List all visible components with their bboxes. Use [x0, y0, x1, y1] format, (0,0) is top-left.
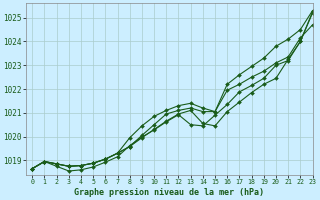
- X-axis label: Graphe pression niveau de la mer (hPa): Graphe pression niveau de la mer (hPa): [74, 188, 264, 197]
